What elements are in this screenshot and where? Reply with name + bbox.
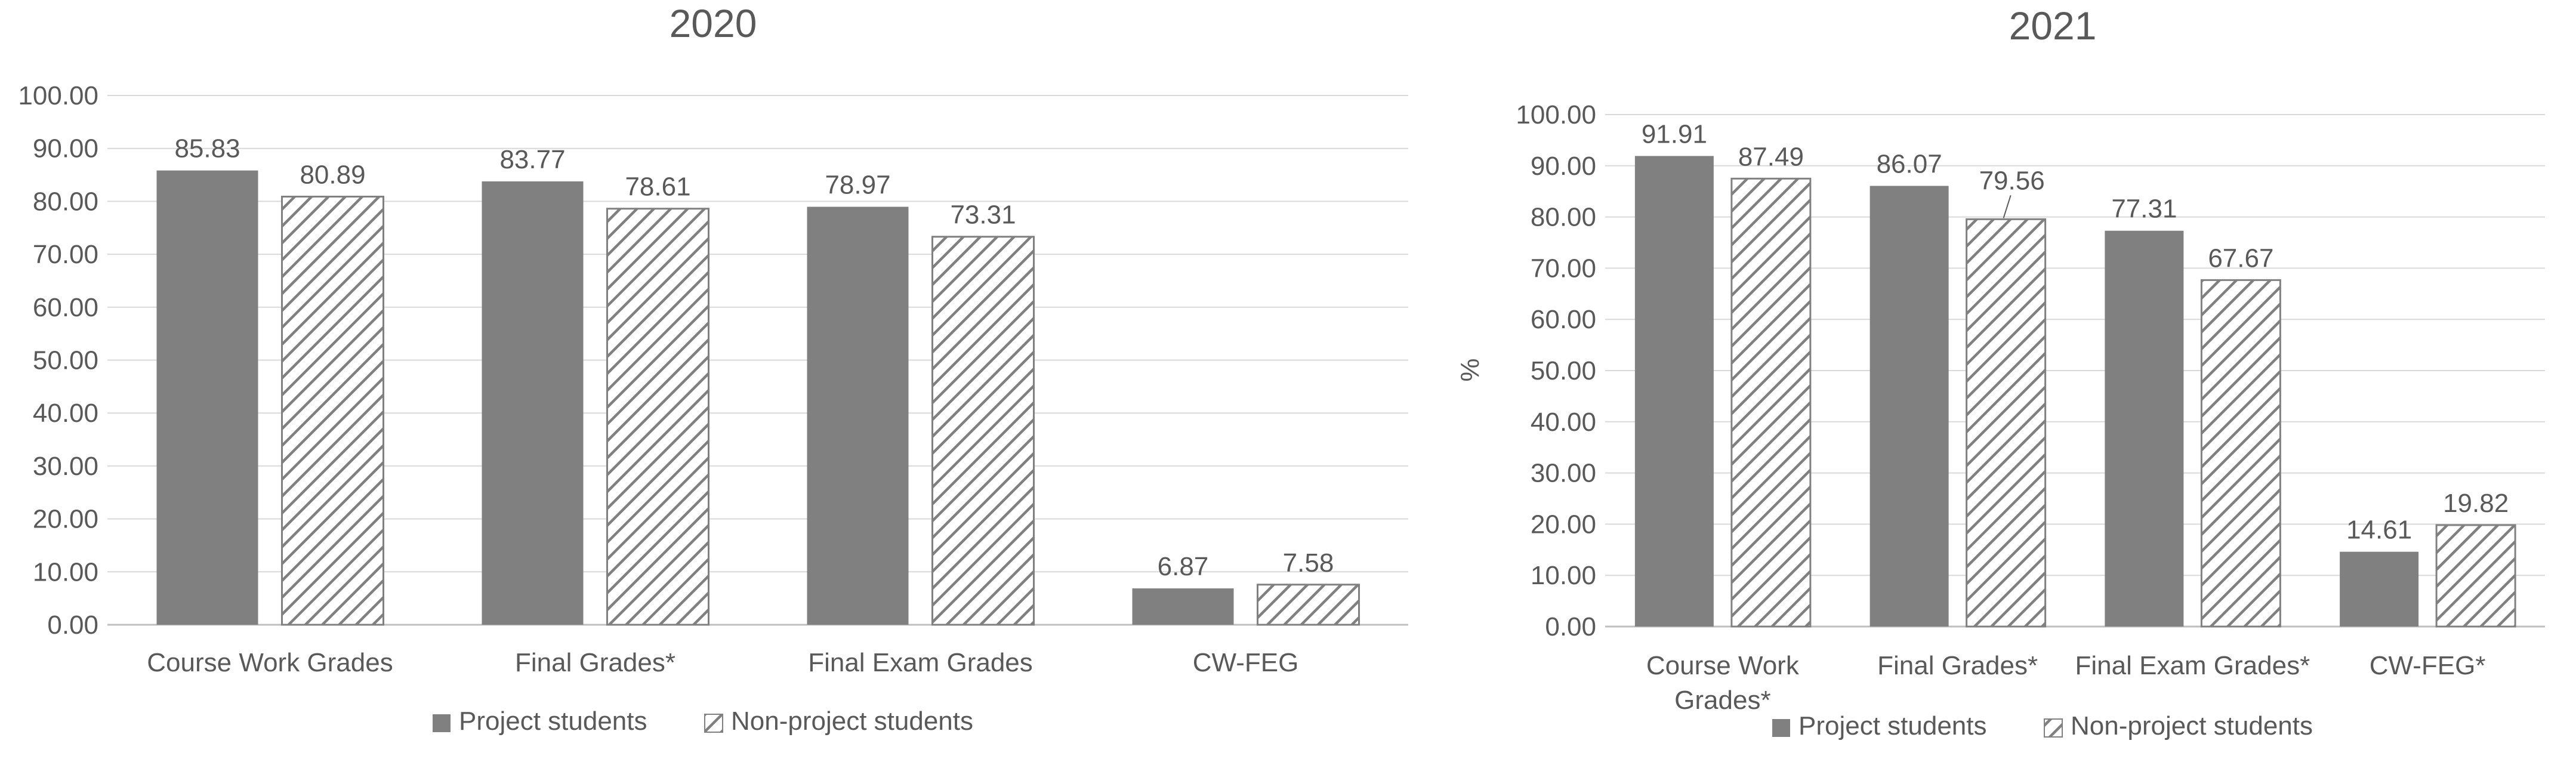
data-label: 87.49 (1738, 142, 1804, 171)
x-tick-label: Final Exam Grades (808, 648, 1033, 677)
bar-non-project (1257, 584, 1360, 626)
data-label: 85.83 (174, 134, 240, 163)
data-label: 78.61 (625, 172, 690, 202)
data-label: 79.56 (1979, 166, 2045, 195)
y-tick-label: 100.00 (18, 81, 98, 110)
legend: Project students Non-project students (433, 707, 973, 736)
data-label: 7.58 (1283, 548, 1334, 578)
legend-swatch-project (433, 714, 451, 732)
data-label: 86.07 (1877, 150, 1942, 179)
y-tick-label: 20.00 (1531, 510, 1596, 539)
y-tick-label: 80.00 (33, 187, 98, 216)
y-tick-label: 40.00 (33, 399, 98, 428)
bar-non-project (2200, 279, 2281, 628)
y-tick-label: 100.00 (1516, 100, 1596, 129)
y-tick-label: 40.00 (1531, 408, 1596, 437)
data-label: 83.77 (499, 145, 565, 174)
chart-2021: 2021 0.00 10.00 20.00 30.00 40.00 50.00 60.00 70… (1455, 4, 2545, 741)
bar-project (2105, 230, 2184, 627)
bar-project (482, 181, 584, 625)
y-tick-label: 0.00 (47, 610, 98, 640)
x-tick-label: Final Exam Grades* (2075, 651, 2310, 680)
y-tick-label: 50.00 (1531, 356, 1596, 385)
y-tick-label: 30.00 (1531, 459, 1596, 488)
x-tick-label: CW-FEG* (2370, 651, 2486, 680)
x-tick-label: Grades* (1674, 686, 1770, 715)
x-tick-label: CW-FEG (1193, 648, 1299, 677)
legend-swatch-non-project (2044, 718, 2063, 738)
data-label: 91.91 (1642, 119, 1707, 149)
y-tick-label: 90.00 (33, 134, 98, 163)
data-label: 6.87 (1158, 552, 1209, 581)
y-tick-label: 70.00 (33, 240, 98, 269)
data-label: 19.82 (2443, 489, 2509, 518)
data-label: 14.61 (2346, 516, 2412, 545)
bar-non-project (1730, 177, 1812, 628)
data-label-leader-line (2003, 195, 2012, 218)
y-tick-label: 0.00 (1545, 612, 1596, 641)
data-label: 78.97 (825, 171, 890, 200)
chart-2020: 2020 0.00 10.00 20.00 30.00 40.00 50.00 60.00 70… (18, 1, 1408, 736)
y-tick-label: 10.00 (33, 557, 98, 587)
legend: Project students Non-project students (1772, 711, 2313, 741)
bar-project (1132, 588, 1234, 625)
legend-swatch-non-project (704, 714, 723, 733)
y-tick-label: 80.00 (1531, 203, 1596, 232)
legend-label: Project students (459, 707, 647, 736)
y-axis-label: % (1455, 358, 1485, 381)
bar-non-project (1966, 218, 2047, 628)
y-tick-label: 30.00 (33, 452, 98, 481)
data-label: 67.67 (2208, 243, 2273, 273)
y-tick-label: 60.00 (33, 293, 98, 322)
data-label: 73.31 (950, 200, 1016, 230)
legend-swatch-project (1772, 719, 1790, 737)
legend-label: Non-project students (2071, 711, 2313, 741)
y-tick-label: 90.00 (1531, 152, 1596, 181)
x-tick-label: Course Work (1646, 651, 1800, 680)
x-tick-label: Final Grades* (515, 648, 675, 677)
chart-title: 2021 (2009, 4, 2097, 48)
bar-project (807, 206, 909, 625)
x-tick-label: Final Grades* (1877, 651, 2038, 680)
y-tick-label: 70.00 (1531, 254, 1596, 283)
data-label: 77.31 (2111, 195, 2177, 224)
x-tick-label: Course Work Grades (147, 648, 393, 677)
bar-non-project (281, 196, 384, 626)
bar-project (2340, 551, 2419, 627)
legend-label: Project students (1798, 711, 1987, 741)
bar-non-project (931, 236, 1035, 626)
chart-title: 2020 (670, 1, 757, 45)
bar-project (1869, 186, 1949, 627)
y-tick-label: 20.00 (33, 505, 98, 534)
y-tick-label: 10.00 (1531, 561, 1596, 590)
bar-non-project (2435, 524, 2516, 628)
y-tick-label: 60.00 (1531, 305, 1596, 334)
data-label: 80.89 (300, 161, 365, 190)
legend-label: Non-project students (731, 707, 973, 736)
bar-non-project (606, 208, 709, 626)
bar-project (1634, 156, 1714, 627)
y-tick-label: 50.00 (33, 346, 98, 375)
bar-project (156, 170, 258, 625)
